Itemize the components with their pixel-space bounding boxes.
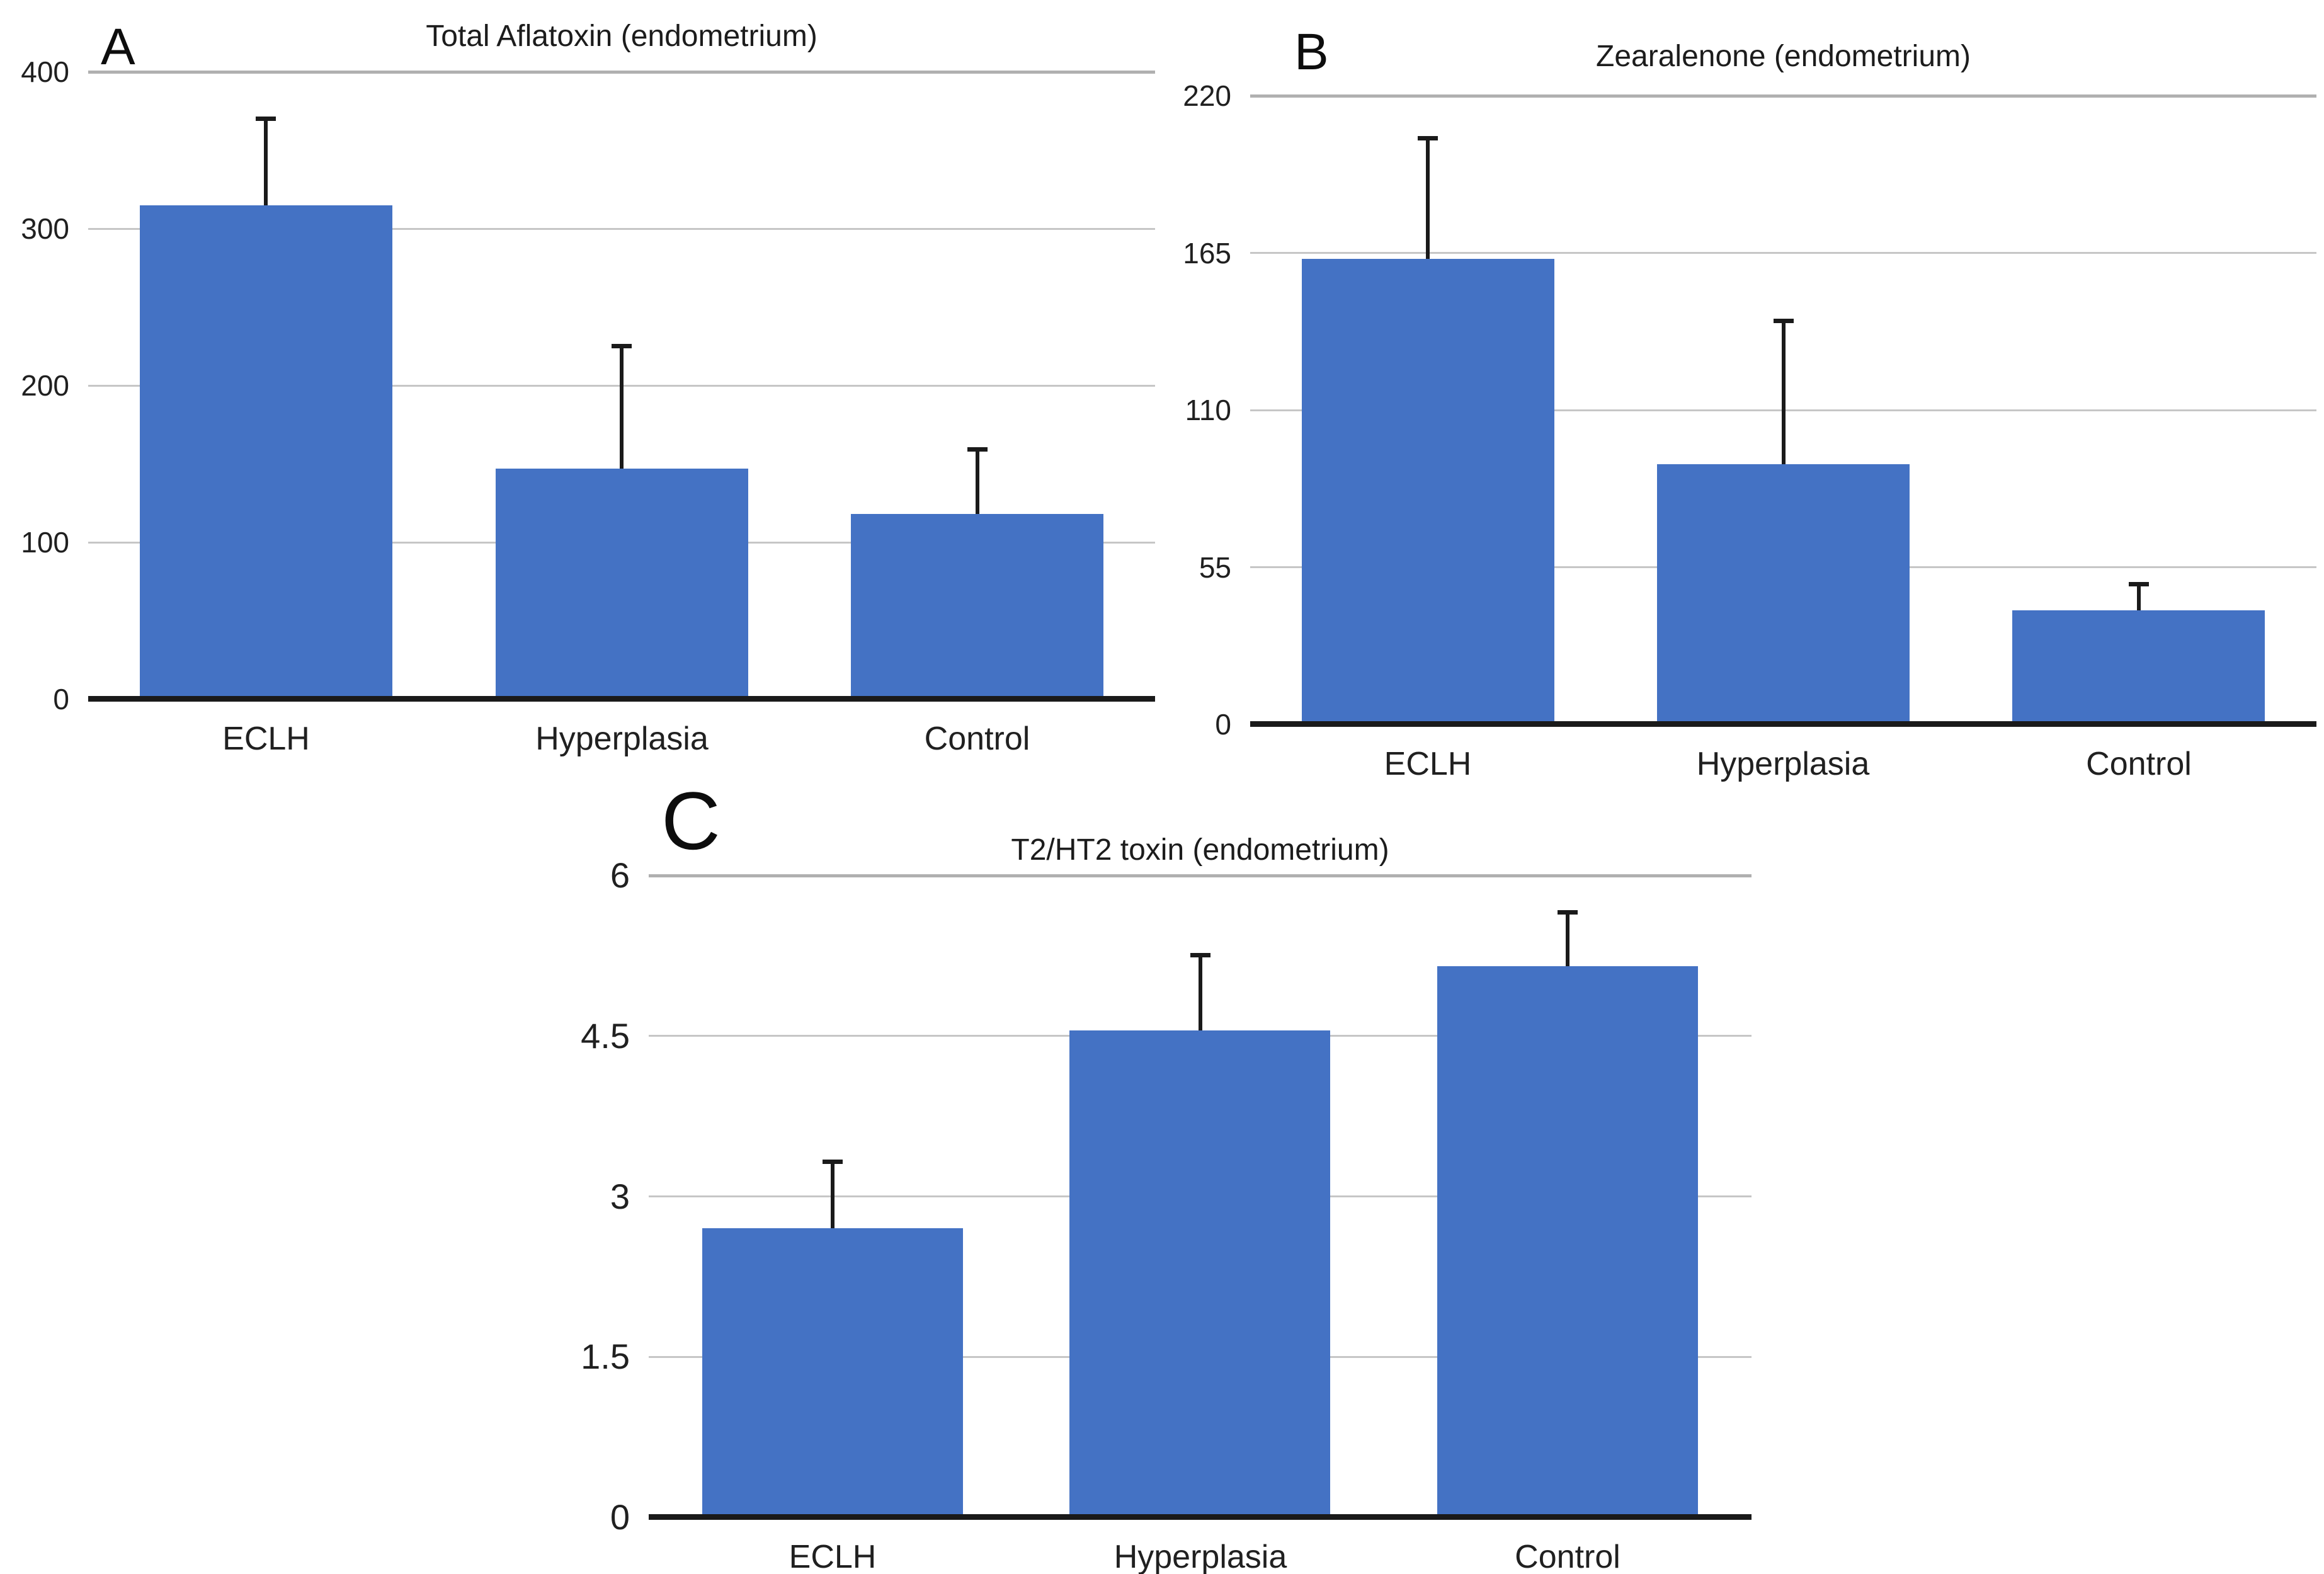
error-bar-line <box>264 119 268 205</box>
plot-area: 0 55 110 165 220 ECLH Hyperplasia Control <box>1183 79 2316 782</box>
chart-title: Total Aflatoxin (endometrium) <box>426 20 817 53</box>
x-axis-label-control: Control <box>924 721 1030 757</box>
error-bar-cap <box>823 1160 843 1164</box>
y-axis-tick-label: 165 <box>1183 236 1231 270</box>
y-axis-tick-label: 6 <box>610 855 630 895</box>
x-axis-label-eclh: ECLH <box>789 1539 877 1574</box>
x-axis-label-control: Control <box>1515 1539 1621 1574</box>
error-bar-cap <box>256 117 276 121</box>
error-bar-cap <box>1190 953 1210 957</box>
y-axis-tick-label: 200 <box>21 369 69 402</box>
y-axis-tick-label: 400 <box>21 55 69 88</box>
error-bar-cap <box>612 344 632 348</box>
plot-area: 0 1.5 3 4.5 6 ECLH Hyperplasia Control <box>581 857 1752 1574</box>
y-axis-tick-label: 55 <box>1199 550 1231 584</box>
chart-zearalenone: B Zearalenone (endometrium) 0 55 110 165 220… <box>1183 26 2316 782</box>
y-axis-tick-label: 0 <box>53 683 69 716</box>
x-axis-label-eclh: ECLH <box>222 721 310 757</box>
panel-letter-b: B <box>1294 23 1329 81</box>
chart-title: Zearalenone (endometrium) <box>1596 40 1971 73</box>
y-axis-tick-label: 1.5 <box>581 1337 630 1377</box>
x-axis-line <box>88 696 1155 702</box>
panel-letter-a: A <box>101 18 135 76</box>
y-axis-tick-label: 100 <box>21 526 69 559</box>
gridline <box>649 874 1752 877</box>
error-bar-line <box>1566 913 1569 966</box>
bar-control <box>1437 966 1698 1517</box>
x-axis-label-hyperplasia: Hyperplasia <box>535 721 709 757</box>
gridline <box>1250 252 2316 254</box>
chart-t2-ht2-toxin: C T2/HT2 toxin (endometrium) 0 1.5 3 4.5 6 EC… <box>581 780 1752 1574</box>
error-bar-cap <box>1418 136 1438 140</box>
chart-total-aflatoxin: A Total Aflatoxin (endometrium) 0 100 200 3… <box>21 20 1155 757</box>
y-axis-tick-label: 0 <box>1215 708 1231 741</box>
error-bar-cap <box>1558 910 1578 915</box>
bar-eclh <box>1302 259 1554 724</box>
x-axis-label-hyperplasia: Hyperplasia <box>1696 746 1870 782</box>
y-axis-tick-label: 300 <box>21 212 69 245</box>
panel-letter-c: C <box>661 775 721 867</box>
bar-hyperplasia <box>1069 1030 1330 1517</box>
y-axis-tick-label: 4.5 <box>581 1015 630 1056</box>
bar-control <box>851 514 1103 699</box>
error-bar-line <box>976 450 979 514</box>
x-axis-label-eclh: ECLH <box>1384 746 1472 782</box>
x-axis-line <box>1250 721 2316 727</box>
x-axis-line <box>649 1514 1752 1520</box>
bar-eclh <box>140 205 392 699</box>
x-axis-label-control: Control <box>2086 746 2192 782</box>
error-bar-cap <box>1774 319 1794 323</box>
error-bar-line <box>1199 955 1202 1030</box>
y-axis-tick-label: 0 <box>610 1497 630 1537</box>
bar-eclh <box>702 1228 963 1517</box>
x-axis-label-hyperplasia: Hyperplasia <box>1114 1539 1287 1574</box>
chart-title: T2/HT2 toxin (endometrium) <box>1011 833 1389 867</box>
bar-hyperplasia <box>1657 464 1910 724</box>
error-bar-cap <box>2129 582 2149 586</box>
y-axis-tick-label: 220 <box>1183 79 1231 112</box>
error-bar-line <box>1782 321 1786 464</box>
gridline <box>88 70 1155 74</box>
bar-control <box>2012 610 2265 724</box>
gridline <box>1250 94 2316 98</box>
gridline <box>88 227 1155 230</box>
error-bar-line <box>1426 139 1430 259</box>
y-axis-tick-label: 110 <box>1185 394 1231 426</box>
error-bar-line <box>831 1162 834 1228</box>
bar-hyperplasia <box>496 469 748 699</box>
y-axis-tick-label: 3 <box>610 1176 630 1216</box>
plot-area: 0 100 200 300 400 ECLH Hyperplasia Control <box>21 55 1155 757</box>
error-bar-line <box>620 346 624 469</box>
error-bar-cap <box>967 447 988 452</box>
error-bar-line <box>2137 585 2141 610</box>
